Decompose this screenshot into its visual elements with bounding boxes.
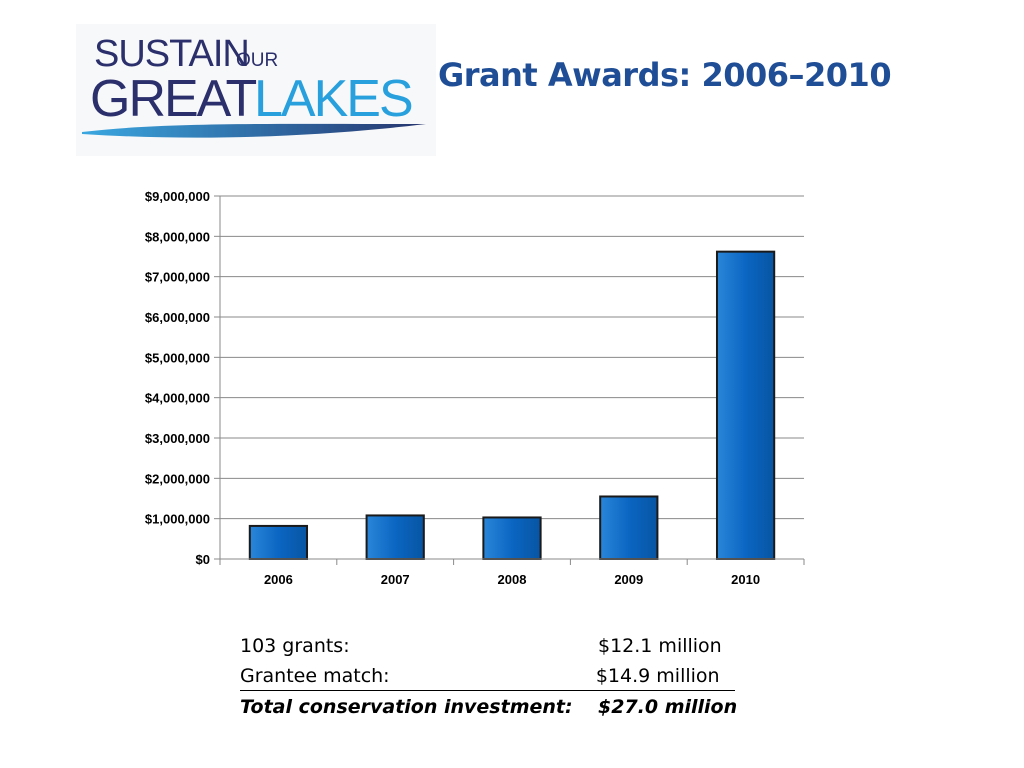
bar-layer bbox=[248, 250, 776, 561]
x-tick-label: 2009 bbox=[614, 572, 643, 587]
chart-svg: $0 $1,000,000 $2,000,000 $3,000,000 $4,000,0… bbox=[145, 189, 805, 587]
y-tick-label: $0 bbox=[196, 552, 210, 567]
x-tick-label: 2007 bbox=[381, 572, 410, 587]
logo-line1-small: OUR bbox=[236, 50, 278, 71]
bar-chart: $0 $1,000,000 $2,000,000 $3,000,000 $4,000,0… bbox=[90, 180, 830, 600]
bar-2007 bbox=[365, 514, 425, 561]
page-title: Grant Awards: 2006–2010 bbox=[438, 56, 892, 94]
logo-line2-lakes: LAKES bbox=[254, 70, 412, 128]
logo: SUSTAIN OUR GREAT LAKES bbox=[76, 24, 436, 156]
logo-graphic: SUSTAIN OUR GREAT LAKES bbox=[82, 33, 426, 138]
grid-layer bbox=[220, 195, 804, 520]
grants-label: 103 grants: bbox=[240, 634, 350, 657]
grants-value: $12.1 million bbox=[598, 634, 722, 657]
label-layer: $0 $1,000,000 $2,000,000 $3,000,000 $4,000,0… bbox=[145, 189, 760, 587]
y-tick-label: $8,000,000 bbox=[145, 229, 210, 244]
summary-table: 103 grants: $12.1 million Grantee match:… bbox=[240, 630, 740, 722]
y-tick-label: $1,000,000 bbox=[145, 512, 210, 527]
total-label: Total conservation investment: bbox=[240, 695, 573, 718]
y-tick-label: $4,000,000 bbox=[145, 391, 210, 406]
y-tick-label: $2,000,000 bbox=[145, 471, 210, 486]
summary-row-total: Total conservation investment: $27.0 mil… bbox=[240, 691, 740, 722]
bar-2009 bbox=[599, 495, 659, 561]
x-tick-label: 2006 bbox=[264, 572, 293, 587]
y-tick-label: $9,000,000 bbox=[145, 189, 210, 204]
x-tick-label: 2010 bbox=[731, 572, 760, 587]
logo-wave bbox=[82, 123, 426, 138]
bar-2010 bbox=[715, 250, 776, 560]
bar-2006 bbox=[248, 524, 309, 560]
total-value: $27.0 million bbox=[598, 695, 738, 718]
summary-row-match: Grantee match: $14.9 million bbox=[240, 661, 735, 691]
summary-row-grants: 103 grants: $12.1 million bbox=[240, 630, 740, 661]
match-label: Grantee match: bbox=[240, 664, 390, 687]
axis-layer bbox=[214, 195, 805, 565]
y-tick-label: $3,000,000 bbox=[145, 431, 210, 446]
y-tick-label: $7,000,000 bbox=[145, 270, 210, 285]
y-tick-label: $5,000,000 bbox=[145, 350, 210, 365]
match-value: $14.9 million bbox=[595, 664, 720, 687]
logo-line2-great: GREAT bbox=[90, 70, 257, 128]
y-tick-label: $6,000,000 bbox=[145, 310, 210, 325]
logo-line1: SUSTAIN bbox=[94, 33, 249, 75]
x-tick-label: 2008 bbox=[498, 572, 527, 587]
bar-2008 bbox=[482, 516, 542, 560]
